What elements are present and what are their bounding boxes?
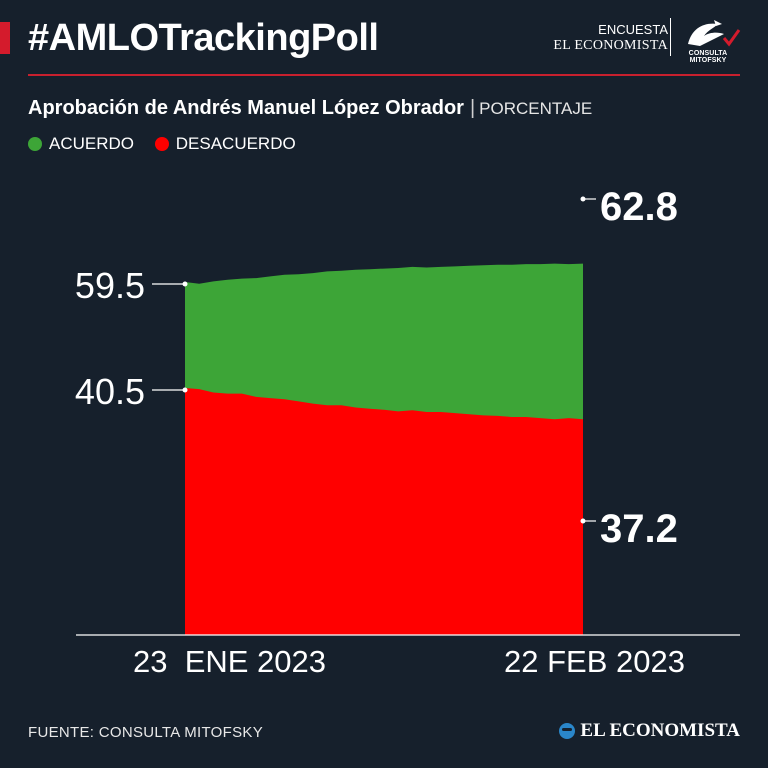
legend-label-desacuerdo: DESACUERDO bbox=[175, 134, 296, 153]
header-accent-bar bbox=[0, 22, 10, 54]
header-rule bbox=[28, 74, 740, 76]
chart-subtitle: Aprobación de Andrés Manuel López Obrado… bbox=[28, 96, 592, 121]
start-desacuerdo-dot bbox=[182, 387, 188, 393]
brand-line-encuesta: ENCUESTA bbox=[598, 22, 668, 37]
footer-brand-text: EL ECONOMISTA bbox=[580, 720, 740, 741]
label-end-desacuerdo: 37.2 bbox=[600, 507, 678, 551]
footer-source: FUENTE: CONSULTA MITOFSKY bbox=[28, 724, 264, 741]
footer-brand: EL ECONOMISTA bbox=[559, 720, 740, 742]
legend-item-desacuerdo: DESACUERDO bbox=[154, 134, 296, 154]
label-start-desacuerdo: 40.5 bbox=[75, 371, 145, 412]
brand-separator bbox=[670, 18, 671, 56]
label-start-acuerdo: 59.5 bbox=[75, 265, 145, 306]
consulta-mitofsky-logo: CONSULTA MITOFSKY bbox=[674, 14, 742, 64]
subtitle-divider: | bbox=[469, 97, 476, 119]
el-economista-header-brand: ENCUESTA EL ECONOMISTA bbox=[553, 22, 668, 54]
brand-line-economista: EL ECONOMISTA bbox=[553, 38, 668, 53]
desacuerdo-area bbox=[185, 388, 583, 635]
x-label-end: 22 FEB 2023 bbox=[504, 644, 685, 679]
mitofsky-emblem-icon bbox=[688, 20, 741, 47]
chart-legend: ACUERDO DESACUERDO bbox=[28, 134, 312, 156]
globe-icon bbox=[559, 723, 576, 739]
x-label-start: 23 ENE 2023 bbox=[133, 644, 326, 679]
start-acuerdo-dot bbox=[182, 281, 188, 287]
label-end-acuerdo: 62.8 bbox=[600, 185, 678, 229]
mitofsky-logo-text: CONSULTA MITOFSKY bbox=[688, 50, 728, 64]
subtitle-unit: PORCENTAJE bbox=[479, 99, 593, 118]
legend-item-acuerdo: ACUERDO bbox=[28, 134, 134, 154]
legend-swatch-desacuerdo bbox=[154, 137, 169, 151]
hashtag-title: #AMLOTrackingPoll bbox=[28, 17, 379, 59]
subtitle-main: Aprobación de Andrés Manuel López Obrado… bbox=[28, 97, 464, 119]
legend-swatch-acuerdo bbox=[28, 137, 42, 151]
legend-label-acuerdo: ACUERDO bbox=[49, 134, 135, 153]
